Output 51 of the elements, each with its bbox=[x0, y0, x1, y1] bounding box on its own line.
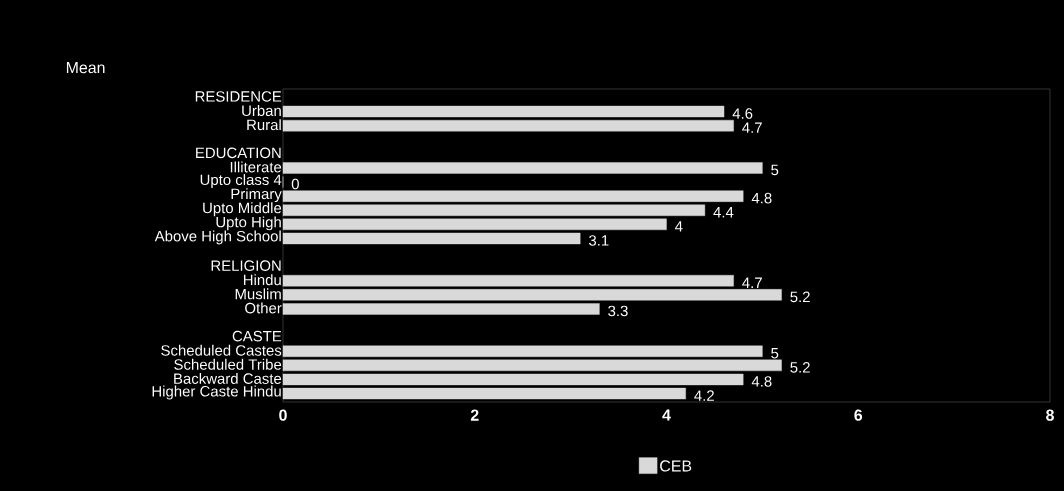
data-label: 5 bbox=[771, 164, 779, 176]
data-label: 3.3 bbox=[608, 305, 628, 317]
data-label: 4.2 bbox=[694, 390, 714, 401]
bar bbox=[282, 162, 763, 174]
data-label: 4.7 bbox=[742, 277, 762, 288]
x-tick-label: 8 bbox=[1046, 409, 1054, 421]
legend-label: CEB bbox=[660, 460, 692, 472]
data-label: 4.6 bbox=[732, 108, 753, 119]
bar bbox=[282, 119, 734, 132]
bar bbox=[282, 275, 734, 287]
data-label: 4.4 bbox=[713, 207, 734, 218]
x-tick-label: 0 bbox=[279, 409, 287, 421]
y-tick-label: Above High School bbox=[154, 230, 281, 245]
data-label: 4.8 bbox=[751, 376, 772, 387]
y-tick-label: Scheduled Tribe bbox=[174, 358, 282, 370]
bar bbox=[282, 105, 725, 118]
data-label: 4 bbox=[675, 221, 683, 232]
x-tick-label: 4 bbox=[662, 409, 671, 421]
bar bbox=[282, 359, 782, 372]
data-label: 4.8 bbox=[751, 192, 772, 204]
y-tick-label: Urban bbox=[242, 105, 281, 117]
y-tick-label: Primary bbox=[231, 188, 282, 203]
y-tick-label: Hindu bbox=[243, 274, 281, 286]
y-tick-label: Upto High bbox=[216, 216, 281, 231]
y-tick-label: Rural bbox=[247, 119, 281, 131]
y-tick-label: Muslim bbox=[235, 288, 281, 300]
bar bbox=[282, 190, 744, 202]
data-label: 5 bbox=[771, 348, 779, 359]
bar bbox=[282, 303, 600, 315]
data-label: 0 bbox=[291, 178, 299, 190]
y-tick-label: CASTE bbox=[232, 330, 282, 342]
bar bbox=[282, 204, 706, 216]
y-tick-label: RESIDENCE bbox=[195, 91, 282, 102]
x-tick-label: 6 bbox=[854, 409, 863, 421]
y-tick-label: Scheduled Castes bbox=[161, 344, 282, 356]
x-tick-label: 2 bbox=[470, 409, 479, 421]
y-tick-label: EDUCATION bbox=[196, 147, 281, 159]
y-tick-label: Upto class 4 bbox=[200, 174, 282, 189]
data-label: 3.1 bbox=[588, 235, 609, 246]
y-tick-label: Higher Caste Hindu bbox=[152, 385, 281, 400]
data-label: 5.2 bbox=[790, 291, 810, 303]
bar bbox=[282, 345, 763, 357]
text: Mean bbox=[66, 62, 105, 74]
data-label: 5.2 bbox=[790, 362, 810, 373]
y-tick-label: Backward Caste bbox=[174, 372, 282, 384]
y-tick-label: Upto Middle bbox=[203, 202, 282, 217]
y-tick-label: Illiterate bbox=[230, 161, 282, 173]
y-tick-label: Other bbox=[245, 302, 282, 314]
data-label: 4.7 bbox=[742, 122, 762, 133]
bar bbox=[282, 289, 782, 301]
y-tick-label: RELIGION bbox=[211, 260, 281, 271]
